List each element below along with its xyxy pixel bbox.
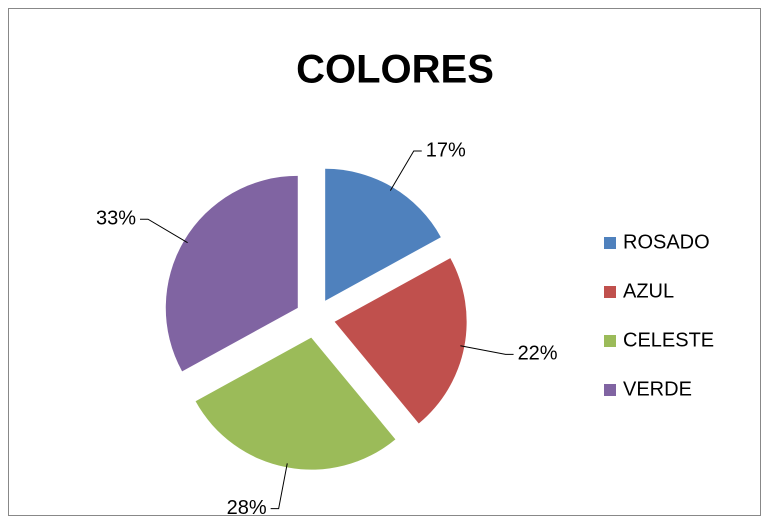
legend-label: VERDE	[623, 378, 692, 400]
pie-slice	[195, 337, 396, 470]
leader-line	[460, 345, 514, 355]
leader-line	[389, 150, 422, 191]
data-label: 28%	[227, 497, 267, 519]
data-label: 17%	[426, 139, 466, 161]
legend-swatch	[604, 237, 616, 249]
data-label: 33%	[96, 208, 136, 230]
chart-title: COLORES	[296, 48, 494, 92]
leader-line	[270, 463, 288, 510]
pie-slice	[334, 258, 467, 424]
pie-slice	[165, 175, 298, 372]
pie-slice	[325, 168, 441, 301]
legend-swatch	[604, 286, 616, 298]
leader-line	[140, 218, 188, 244]
legend-label: ROSADO	[623, 231, 710, 253]
legend-label: CELESTE	[623, 329, 714, 351]
data-label: 22%	[518, 343, 558, 365]
legend-label: AZUL	[623, 280, 674, 302]
legend-swatch	[604, 384, 616, 396]
legend-swatch	[604, 335, 616, 347]
